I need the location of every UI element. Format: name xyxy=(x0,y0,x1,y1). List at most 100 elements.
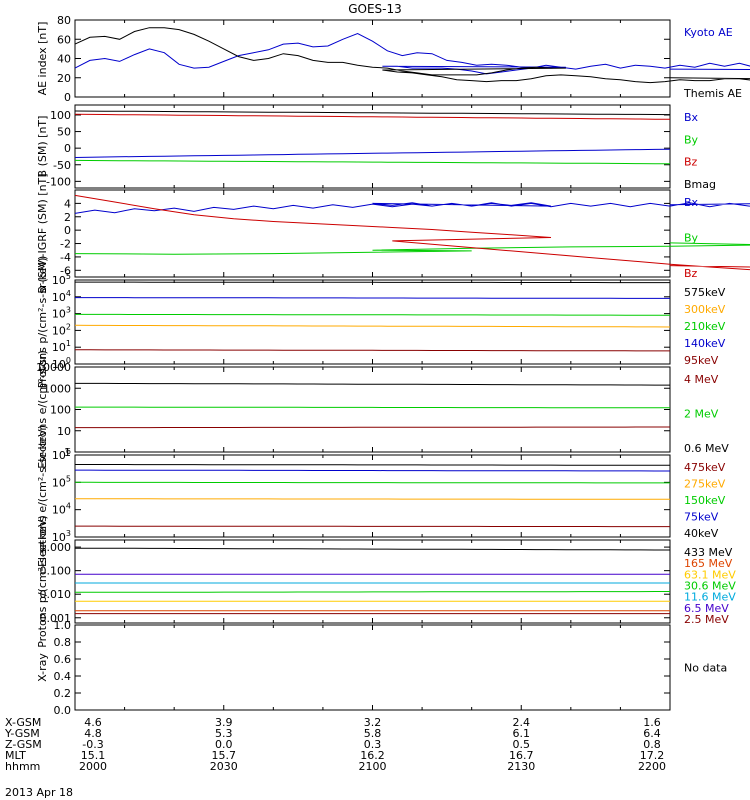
legend-entry: 300keV xyxy=(684,303,726,316)
x-axis-table: 2013 Apr 18 X-GSM 4.6 3.9 3.2 2.4 1.6 Y-GSM 4.8… xyxy=(4,716,666,799)
y-tick-label: 0.001 xyxy=(40,612,72,625)
y-tick-label: 50 xyxy=(57,126,71,139)
xaxis-value: 17.2 xyxy=(640,749,665,762)
series-line xyxy=(75,297,670,299)
y-tick-label: 0.0 xyxy=(54,704,72,717)
legend-entry: 6.5 MeV xyxy=(684,602,729,615)
xaxis-value: -0.3 xyxy=(82,738,103,751)
legend-entry: 63.1 MeV xyxy=(684,568,736,581)
series-line xyxy=(75,349,670,352)
panel-frame xyxy=(74,19,671,98)
y-tick-label: 0.8 xyxy=(54,636,72,649)
panel-frame xyxy=(74,624,671,711)
y-axis-label: Electrons e/(cm²-s-sr) xyxy=(36,350,49,469)
series-line xyxy=(74,113,671,120)
series-line xyxy=(75,498,670,500)
xaxis-value: 15.1 xyxy=(81,749,106,762)
y-tick-label: 2 xyxy=(64,211,71,224)
y-tick-label: -50 xyxy=(53,159,71,172)
y-tick-label: 1 xyxy=(64,446,71,459)
y-tick-label: -4 xyxy=(60,251,71,264)
legend-entry: 150keV xyxy=(684,494,726,507)
y-tick-label: 0 xyxy=(64,224,71,237)
xaxis-value: 0.5 xyxy=(513,738,531,751)
series-line xyxy=(74,324,671,328)
y-tick-label: -2 xyxy=(60,238,71,251)
xaxis-value: 6.4 xyxy=(643,727,661,740)
xaxis-row-label: Z-GSM xyxy=(5,738,42,751)
legend-entry: Kyoto AE xyxy=(684,26,733,39)
xaxis-row-label: MLT xyxy=(5,749,26,762)
y-tick-label: 80 xyxy=(57,14,71,27)
y-axis-label: B (SM)-IGRF (SM) [nT] xyxy=(36,173,49,293)
y-tick-label: -100 xyxy=(46,175,71,188)
legend-entry: Bz xyxy=(684,267,698,280)
series-line xyxy=(74,242,750,255)
legend-entry: Bz xyxy=(684,156,698,169)
xaxis-value: 0.0 xyxy=(215,738,233,751)
series-line xyxy=(74,27,750,84)
y-axis-label: Protons p/(cm²-s-sr-keV) xyxy=(36,515,49,648)
y-tick-label: 10000 xyxy=(36,361,71,374)
xaxis-value: 0.8 xyxy=(643,738,661,751)
series-line xyxy=(75,313,670,316)
y-tick-label: 106 xyxy=(52,447,71,462)
y-tick-label: 103 xyxy=(52,306,71,321)
y-tick-label: 100 xyxy=(50,404,71,417)
xaxis-value: 2200 xyxy=(638,760,666,773)
panel-frame xyxy=(74,104,671,189)
series-line xyxy=(74,110,671,116)
xaxis-value: 0.3 xyxy=(364,738,382,751)
series-line xyxy=(74,148,671,158)
legend-entry: Themis AE xyxy=(683,87,742,100)
series-line xyxy=(75,547,670,551)
xaxis-value: 2000 xyxy=(79,760,107,773)
series-line xyxy=(75,469,670,472)
panel-frame xyxy=(74,366,671,453)
y-tick-label: 60 xyxy=(57,33,71,46)
legend-entry: 30.6 MeV xyxy=(684,580,736,593)
xaxis-row-label: hhmm xyxy=(5,760,40,773)
y-tick-label: -6 xyxy=(60,264,71,277)
panel-frame xyxy=(74,454,671,538)
y-tick-label: 0.6 xyxy=(54,653,72,666)
xaxis-value: 15.7 xyxy=(212,749,237,762)
xaxis-value: 2130 xyxy=(507,760,535,773)
legend-entry: 11.6 MeV xyxy=(684,591,736,604)
y-axis-label: AE index [nT] xyxy=(36,22,49,96)
legend-entry: 140keV xyxy=(684,337,726,350)
xaxis-value: 6.1 xyxy=(513,727,531,740)
series-line xyxy=(74,194,750,271)
y-tick-label: 101 xyxy=(52,339,71,354)
series-line xyxy=(75,481,670,484)
series-line xyxy=(75,591,670,593)
legend-entry: 433 MeV xyxy=(684,546,733,559)
y-tick-label: 0 xyxy=(64,142,71,155)
xaxis-value: 4.6 xyxy=(84,716,102,729)
legend-entry: 475keV xyxy=(684,461,726,474)
legend-entry: By xyxy=(684,232,699,245)
plot-title: GOES-13 xyxy=(348,2,402,16)
legend-entry: 40keV xyxy=(684,527,719,540)
series-line xyxy=(75,525,670,528)
xaxis-value: 2100 xyxy=(359,760,387,773)
series-line xyxy=(74,32,750,75)
y-tick-label: 102 xyxy=(52,322,71,337)
legend-entry: 75keV xyxy=(684,511,719,524)
legend-entry: 4 MeV xyxy=(684,373,719,386)
legend-entry: Bmag xyxy=(684,178,716,191)
y-tick-label: 0.100 xyxy=(40,565,72,578)
xaxis-value: 3.2 xyxy=(364,716,382,729)
legend-entry: 165 MeV xyxy=(684,557,733,570)
y-tick-label: 104 xyxy=(52,502,71,517)
series-line xyxy=(75,406,670,409)
series-line xyxy=(75,464,670,466)
xaxis-value: 16.7 xyxy=(509,749,534,762)
